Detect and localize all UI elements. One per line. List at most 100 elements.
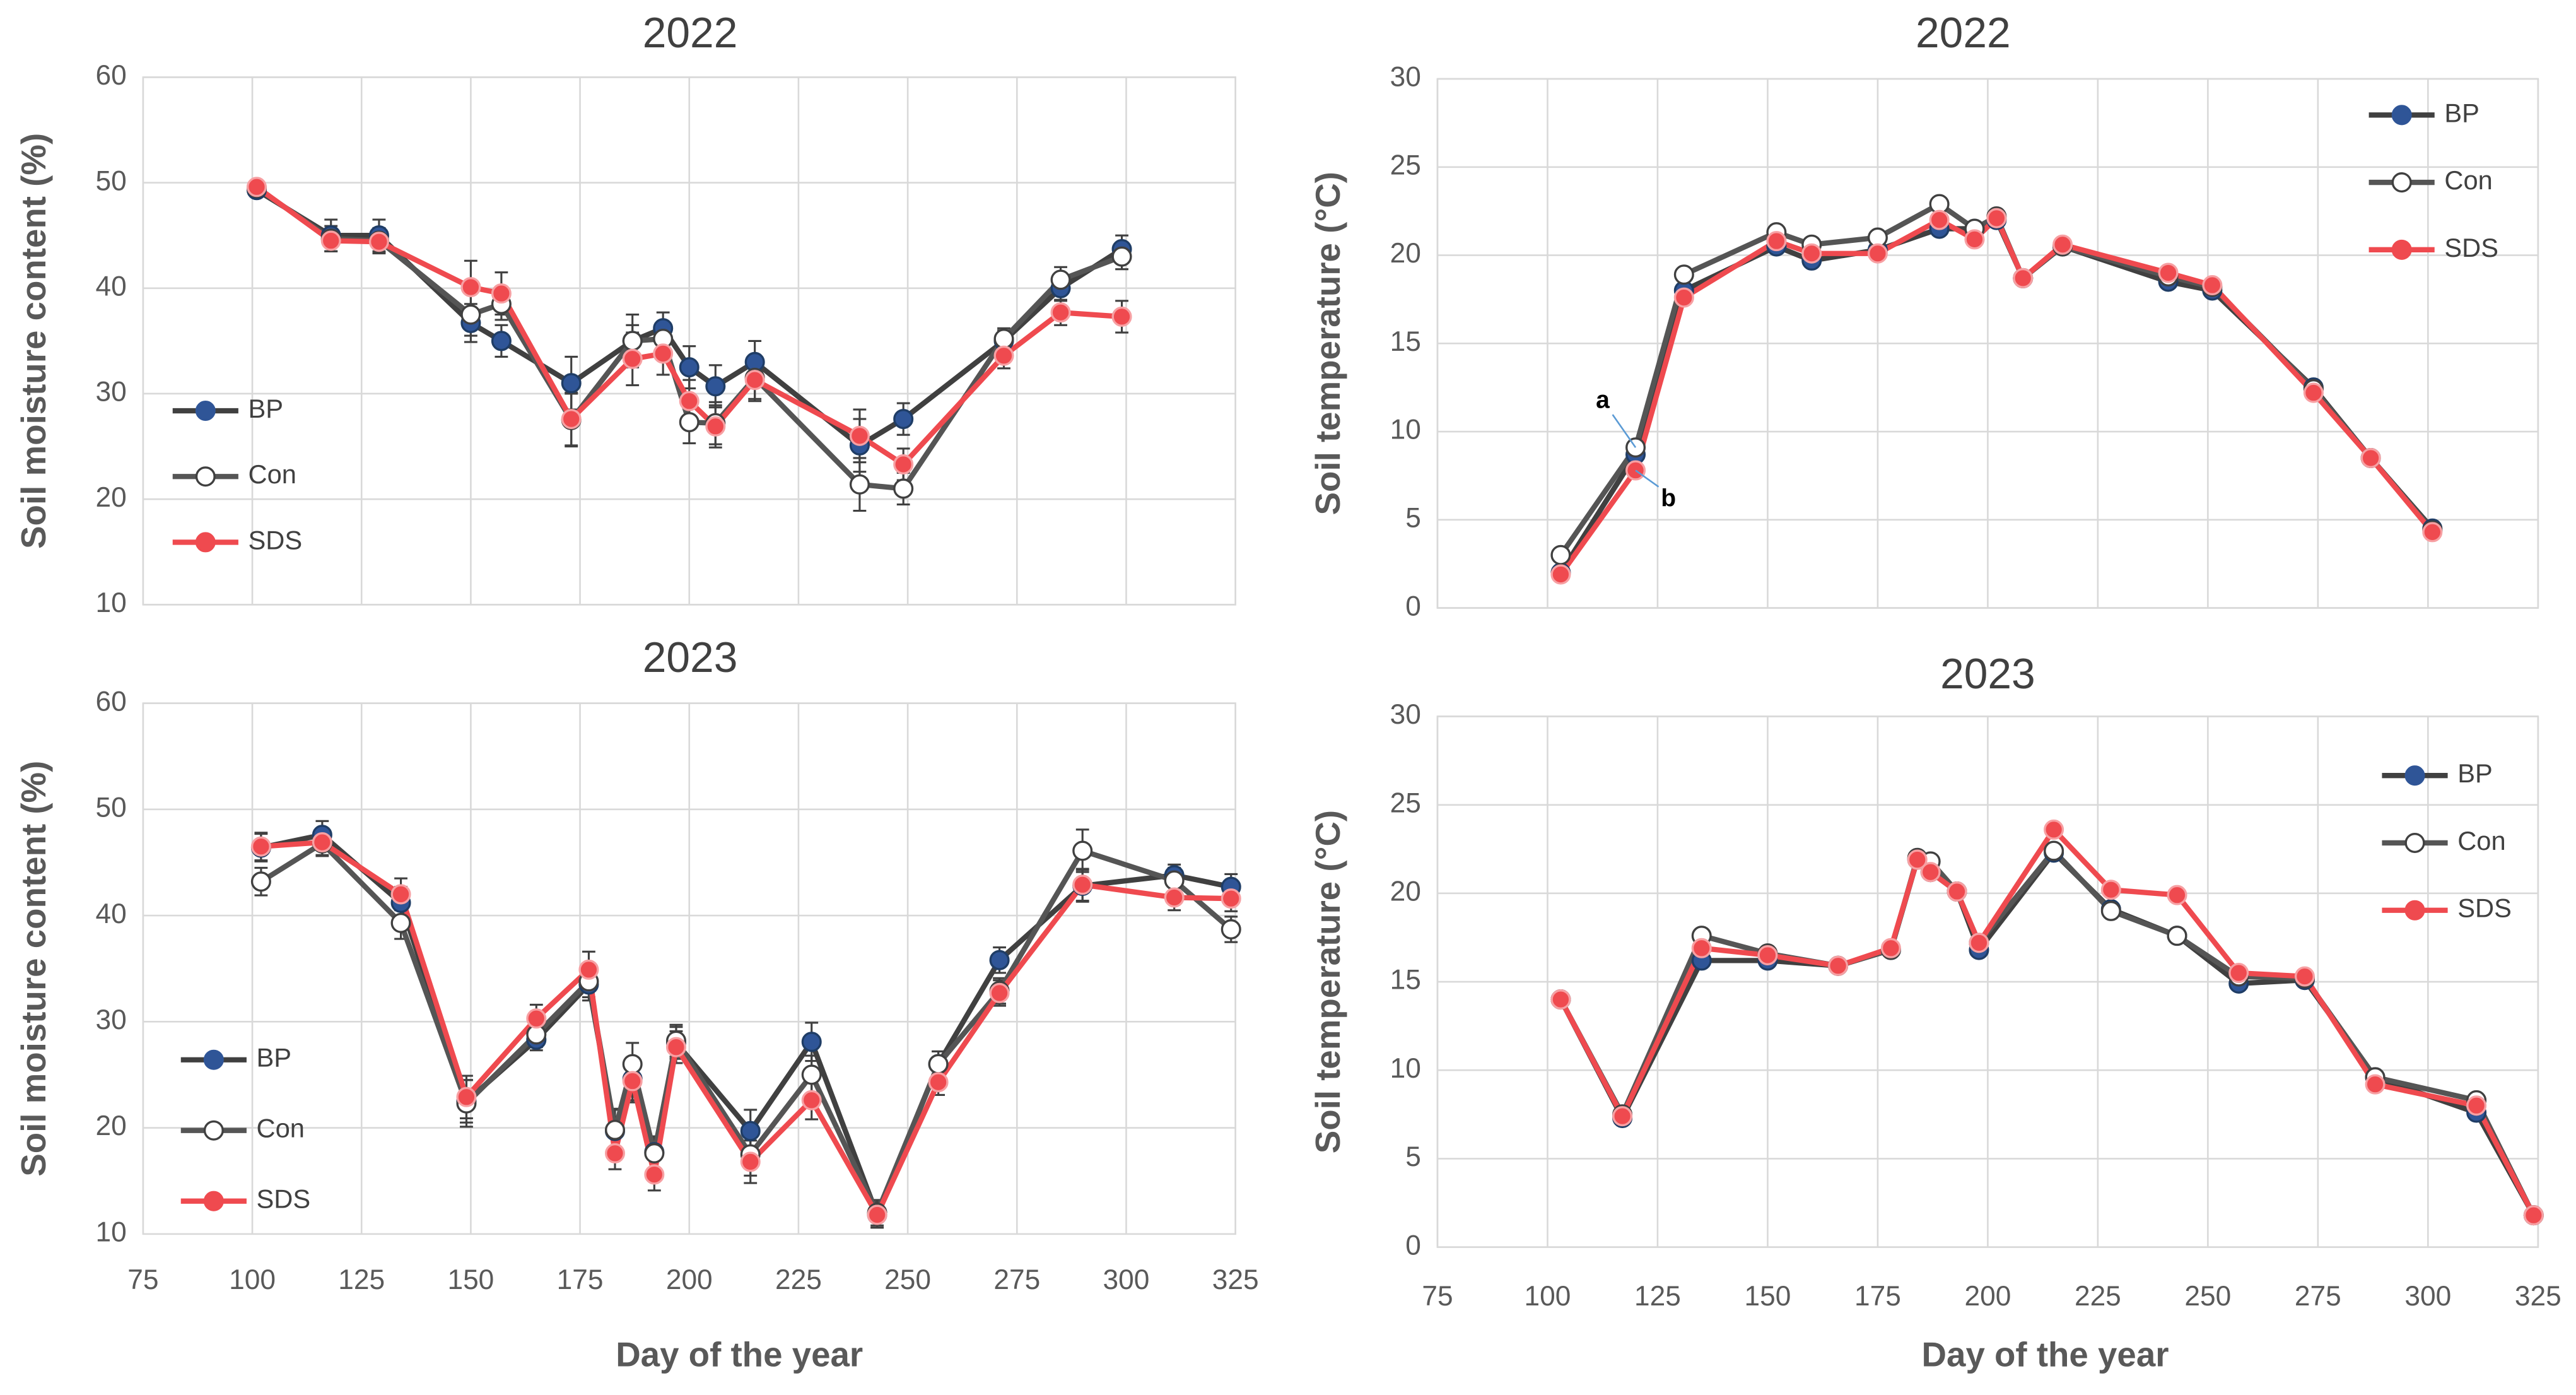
marker [460, 304, 481, 325]
y-tick-label: 60 [96, 686, 127, 717]
x-tick-label: 250 [884, 1264, 931, 1295]
marker [1221, 919, 1241, 939]
marker [312, 832, 332, 853]
marker [2013, 268, 2034, 288]
marker [893, 478, 914, 499]
legend-marker [2404, 832, 2425, 853]
marker [390, 884, 411, 905]
legend-marker [195, 466, 216, 487]
marker [679, 412, 700, 433]
x-tick-label: 125 [1634, 1281, 1681, 1312]
marker [1164, 870, 1185, 891]
y-tick-label: 30 [1390, 699, 1421, 730]
marker [1612, 1106, 1633, 1127]
marker [2044, 840, 2064, 861]
marker [1920, 862, 1941, 883]
x-tick-label: 100 [229, 1264, 276, 1295]
marker [679, 357, 700, 378]
marker [368, 232, 389, 252]
legend-marker [2404, 765, 2425, 786]
marker [1828, 955, 1849, 976]
series-line [261, 839, 1231, 1221]
x-tick-label: 125 [338, 1264, 385, 1295]
marker [561, 373, 582, 394]
marker [1550, 544, 1571, 565]
x-tick-label: 325 [2515, 1281, 2561, 1312]
marker [1801, 243, 1822, 264]
legend-label: SDS [2444, 233, 2498, 262]
y-tick-label: 20 [1390, 876, 1421, 907]
marker [893, 409, 914, 430]
legend-marker [2391, 172, 2412, 193]
marker [801, 1090, 822, 1110]
marker [2466, 1095, 2487, 1116]
marker [2303, 382, 2324, 403]
annotation: a [1596, 387, 1610, 414]
marker [622, 331, 643, 351]
y-tick-label: 30 [96, 1004, 127, 1035]
x-axis-title: Day of the year [616, 1335, 863, 1374]
marker [2158, 262, 2179, 283]
marker [2202, 275, 2223, 296]
y-tick-label: 30 [96, 377, 127, 408]
marker [928, 1072, 949, 1093]
marker [1986, 208, 2007, 228]
series-line [1558, 847, 2536, 1217]
marker [1072, 840, 1093, 861]
x-tick-label: 150 [447, 1264, 494, 1295]
marker [1766, 231, 1787, 252]
marker [1111, 246, 1132, 267]
marker [801, 1064, 822, 1085]
legend-marker [2391, 239, 2412, 260]
marker [1221, 888, 1241, 909]
legend-label: Con [249, 459, 296, 489]
chart-title: 2023 [643, 634, 738, 681]
marker [1072, 874, 1093, 895]
marker [2360, 447, 2381, 468]
marker [1625, 437, 1646, 458]
marker [2365, 1074, 2386, 1095]
marker [2100, 880, 2121, 900]
legend-marker [2404, 900, 2425, 921]
chart-title: 2023 [1940, 650, 2035, 698]
marker [250, 871, 271, 892]
y-axis-title: Soil moisture content (%) [14, 761, 53, 1177]
marker [989, 950, 1010, 970]
x-tick-label: 325 [1212, 1264, 1259, 1295]
marker [679, 391, 700, 411]
marker [622, 1071, 643, 1092]
marker [491, 331, 512, 351]
chart-title: 2022 [643, 9, 738, 57]
marker [665, 1037, 686, 1057]
marker [604, 1119, 626, 1140]
x-tick-label: 225 [2075, 1281, 2121, 1312]
marker [1757, 945, 1778, 965]
x-tick-label: 300 [1103, 1264, 1150, 1295]
marker [2044, 819, 2064, 840]
marker [1907, 849, 1928, 870]
y-tick-label: 25 [1390, 150, 1421, 180]
marker [1691, 938, 1712, 958]
y-tick-label: 10 [1390, 1053, 1421, 1084]
series-line [1558, 825, 2536, 1217]
y-tick-label: 10 [96, 1216, 127, 1247]
y-tick-label: 15 [1390, 326, 1421, 357]
marker [705, 376, 726, 397]
marker [1964, 229, 1985, 250]
x-tick-label: 75 [127, 1264, 158, 1295]
legend-label: BP [2457, 758, 2493, 788]
marker [1929, 209, 1950, 230]
marker [849, 474, 870, 495]
y-tick-label: 50 [96, 165, 127, 196]
series-line [1558, 849, 2536, 1217]
legend-label: SDS [249, 525, 303, 555]
marker [1550, 564, 1571, 585]
x-tick-label: 300 [2404, 1281, 2451, 1312]
y-tick-label: 0 [1405, 1230, 1421, 1261]
y-tick-label: 20 [96, 1110, 127, 1141]
x-tick-label: 225 [775, 1264, 822, 1295]
y-axis-title: Soil moisture content (%) [14, 133, 53, 549]
marker [1867, 243, 1888, 264]
